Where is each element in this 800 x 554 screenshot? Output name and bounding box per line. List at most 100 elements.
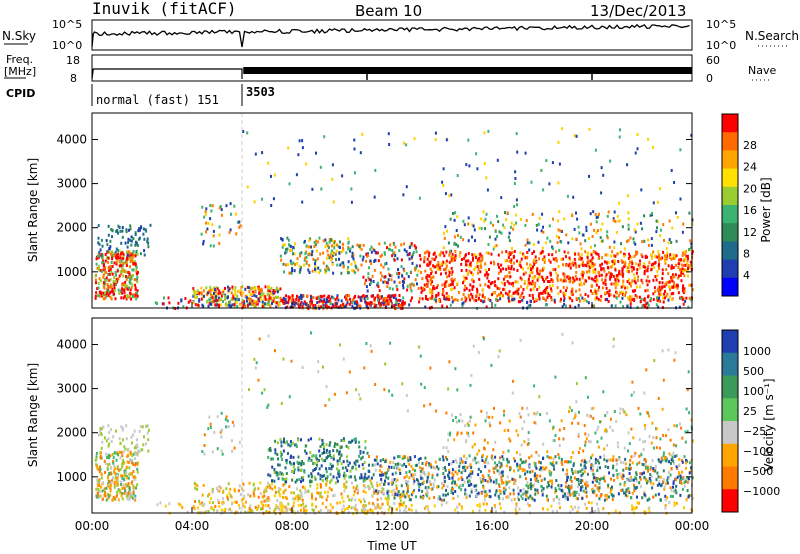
velocity-cell-1536	[413, 479, 416, 483]
power-y-tick-label-0: 1000	[56, 265, 87, 279]
velocity-cell-601	[299, 497, 302, 501]
power-cell-2700	[261, 197, 263, 201]
velocity-cell-1373	[542, 457, 545, 460]
velocity-cell-1934	[504, 483, 507, 487]
velocity-cell-315	[110, 440, 113, 443]
velocity-cell-1898	[681, 470, 684, 474]
power-cell-1460	[424, 269, 427, 273]
velocity-cell-1331	[688, 471, 691, 475]
velocity-cell-843	[300, 438, 302, 442]
velocity-cell-805	[327, 454, 329, 458]
velocity-cell-1827	[573, 476, 576, 480]
velocity-cell-1131	[666, 457, 668, 461]
power-cell-125	[98, 277, 101, 281]
power-cell-637	[200, 286, 203, 290]
velocity-cell-1190	[518, 464, 521, 468]
velocity-cell-631	[208, 492, 211, 496]
velocity-cell-444	[341, 510, 344, 514]
velocity-cell-1661	[615, 458, 618, 462]
velocity-cell-1832	[480, 480, 483, 484]
velocity-cell-34	[126, 484, 128, 488]
velocity-cell-736	[343, 476, 346, 480]
power-cell-2154	[574, 252, 577, 256]
velocity-cell-965	[332, 457, 335, 461]
velocity-cell-1915	[574, 493, 577, 497]
power-cell-1266	[403, 242, 405, 246]
power-cell-445	[263, 297, 266, 301]
power-cell-2892	[574, 305, 577, 309]
power-cell-2274	[640, 253, 643, 257]
velocity-cell-1026	[585, 480, 588, 484]
power-cell-897	[345, 294, 348, 298]
power-cell-1247	[367, 252, 369, 256]
power-cell-2445	[537, 240, 540, 244]
power-cell-2573	[621, 225, 624, 229]
power-cell-2636	[607, 210, 610, 214]
power-cell-87	[115, 283, 117, 286]
power-cell-2015	[502, 287, 505, 291]
velocity-cell-1134	[548, 456, 551, 460]
power-cell-345	[136, 244, 139, 247]
power-cell-2545	[592, 210, 595, 214]
power-cell-2538	[455, 229, 458, 232]
power-cell-86	[127, 270, 130, 274]
velocity-cell-979	[334, 442, 336, 446]
power-cell-2413	[420, 290, 423, 294]
power-cell-1261	[370, 250, 373, 254]
velocity-cell-1786	[512, 457, 515, 460]
velocity-cell-1944	[483, 498, 486, 502]
power-cell-2773	[448, 298, 451, 301]
power-cell-2613	[587, 237, 590, 240]
power-cell-2259	[591, 256, 594, 260]
power-cell-2556	[513, 223, 516, 227]
power-cell-1463	[532, 296, 535, 300]
velocity-cell-405	[268, 510, 271, 514]
power-cell-2576	[601, 222, 604, 226]
power-cell-329	[117, 231, 119, 235]
power-cell-616	[278, 303, 281, 307]
power-cell-2607	[613, 246, 616, 250]
power-cell-1333	[628, 278, 630, 282]
power-cell-1496	[626, 266, 629, 270]
velocity-cell-957	[283, 437, 285, 441]
power-cell-1060	[360, 263, 363, 267]
power-cell-2498	[548, 224, 551, 228]
velocity-cell-175	[96, 482, 99, 486]
velocity-cell-773	[317, 459, 320, 462]
power-cell-991	[296, 257, 299, 261]
velocity-cell-1842	[625, 466, 628, 470]
velocity-cell-210	[122, 458, 125, 462]
velocity-cell-923	[358, 440, 360, 444]
power-cell-984	[280, 258, 283, 262]
velocity-cell-896	[302, 478, 305, 482]
power-cell-1149	[331, 262, 334, 266]
velocity-cell-262	[146, 424, 149, 428]
power-cell-2446	[515, 221, 518, 225]
velocity-cell-1245	[626, 494, 629, 498]
power-cell-2599	[462, 238, 465, 242]
power-cell-488	[224, 295, 227, 299]
power-cell-2827	[569, 296, 572, 300]
power-cell-1446	[498, 287, 501, 291]
velocity-cell-1780	[554, 455, 557, 459]
power-cell-1902	[417, 269, 420, 273]
power-cell-1597	[504, 291, 507, 295]
power-cell-2275	[684, 249, 687, 253]
power-cell-2170	[631, 269, 634, 273]
power-cell-2152	[591, 262, 594, 266]
velocity-cell-54	[134, 498, 137, 502]
velocity-cell-1588	[665, 482, 668, 486]
velocity-cell-721	[318, 467, 321, 471]
power-cell-113	[109, 295, 112, 299]
velocity-cell-1340	[591, 480, 594, 484]
velocity-cell-227	[126, 476, 129, 480]
power-cell-2459	[504, 211, 506, 215]
power-cell-421	[209, 244, 212, 248]
power-cell-2639	[690, 246, 693, 249]
power-cell-1212	[370, 278, 373, 282]
power-cell-2580	[454, 211, 456, 215]
velocity-cell-1570	[399, 463, 402, 466]
power-cell-2493	[655, 230, 658, 234]
power-cell-1191	[396, 288, 399, 292]
velocity-cell-613	[287, 502, 290, 506]
